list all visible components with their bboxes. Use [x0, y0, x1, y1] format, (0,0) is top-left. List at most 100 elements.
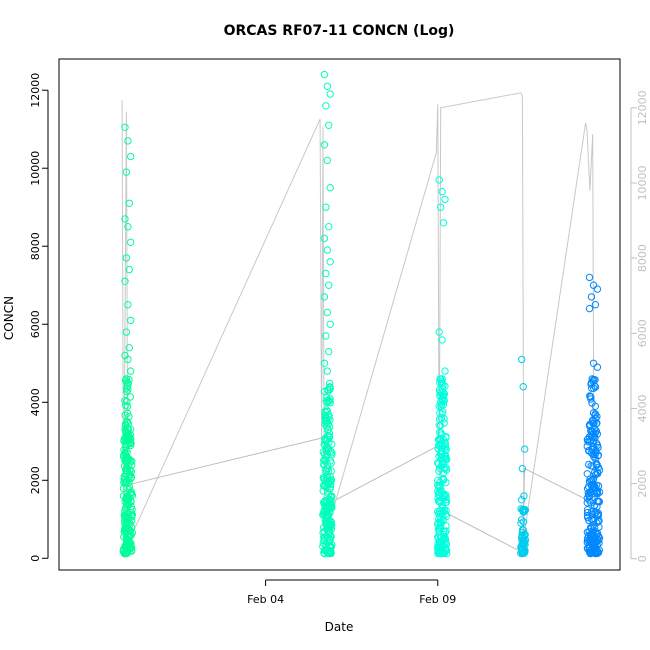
- data-point: [127, 523, 136, 531]
- chart-title: ORCAS RF07-11 CONCN (Log): [224, 23, 455, 39]
- data-point: [322, 102, 330, 110]
- data-point: [591, 549, 599, 557]
- data-point: [439, 219, 448, 227]
- flight-rf11-points: [583, 273, 604, 558]
- y2-tick-label: 4000: [636, 394, 649, 422]
- data-point: [322, 520, 330, 528]
- data-point: [127, 531, 136, 539]
- data-point: [595, 466, 604, 474]
- data-point: [441, 195, 449, 204]
- data-point: [591, 402, 599, 410]
- data-point: [126, 471, 134, 479]
- data-point: [322, 499, 330, 507]
- data-point: [520, 549, 528, 557]
- data-point: [322, 397, 330, 405]
- data-point: [122, 375, 131, 383]
- data-point: [585, 273, 594, 282]
- data-point: [122, 254, 131, 262]
- data-point: [436, 545, 444, 554]
- data-point: [321, 481, 330, 489]
- data-point: [322, 479, 331, 487]
- data-point: [124, 547, 132, 555]
- data-point: [589, 281, 598, 289]
- y-tick-label: 2000: [29, 466, 42, 494]
- data-point: [124, 355, 132, 364]
- data-point: [323, 246, 331, 254]
- data-point: [517, 516, 526, 524]
- data-point: [592, 460, 601, 468]
- data-point: [589, 377, 597, 385]
- x-axis-label: Date: [325, 620, 354, 634]
- data-point: [586, 488, 594, 497]
- data-point: [324, 420, 333, 428]
- data-point: [121, 422, 130, 430]
- data-point: [594, 548, 603, 557]
- data-point: [324, 397, 332, 405]
- data-point: [123, 418, 132, 426]
- y-tick-label: 8000: [29, 232, 42, 260]
- data-point: [441, 541, 449, 549]
- data-point: [438, 501, 447, 509]
- data-point: [320, 141, 329, 149]
- data-point: [440, 436, 448, 444]
- data-point: [326, 320, 334, 328]
- data-point: [440, 395, 448, 404]
- data-point: [323, 367, 331, 375]
- data-point: [322, 437, 330, 445]
- data-point: [593, 488, 601, 496]
- data-point: [319, 448, 327, 456]
- data-point: [125, 413, 133, 421]
- data-point: [319, 528, 327, 537]
- data-point: [326, 90, 334, 98]
- data-point: [591, 538, 599, 547]
- data-point: [125, 541, 133, 550]
- data-point: [326, 521, 334, 529]
- data-point: [326, 258, 334, 266]
- flight-rf10-points: [517, 355, 530, 558]
- data-point: [437, 486, 445, 494]
- scatter-series: [119, 70, 604, 558]
- data-point: [439, 390, 448, 399]
- data-point: [583, 508, 592, 517]
- data-point: [123, 382, 132, 390]
- data-point: [323, 450, 331, 459]
- data-point: [589, 437, 598, 445]
- data-point: [323, 549, 332, 557]
- data-point: [442, 512, 451, 520]
- data-point: [591, 410, 600, 418]
- data-point: [585, 477, 594, 486]
- data-point: [324, 467, 333, 475]
- data-point: [325, 429, 334, 438]
- data-point: [437, 203, 445, 211]
- flight-rf09-points: [433, 176, 451, 558]
- y-tick-label: 6000: [29, 310, 42, 338]
- data-point: [436, 518, 445, 527]
- y2-tick-label: 10000: [636, 165, 649, 200]
- data-point: [325, 511, 333, 519]
- data-point: [119, 484, 128, 493]
- data-point: [436, 386, 444, 394]
- data-point: [327, 532, 335, 541]
- data-point: [128, 505, 136, 514]
- data-point: [122, 446, 130, 455]
- data-point: [520, 492, 528, 500]
- data-point: [592, 419, 600, 428]
- data-point: [320, 293, 329, 301]
- flight-rf07-points: [119, 123, 137, 558]
- data-point: [592, 427, 600, 435]
- data-point: [326, 184, 334, 192]
- data-point: [122, 387, 131, 396]
- data-point: [122, 493, 131, 501]
- data-point: [435, 328, 443, 336]
- data-point: [587, 508, 596, 516]
- data-point: [121, 411, 129, 419]
- data-point: [126, 435, 135, 443]
- y-axis-label: CONCN: [2, 296, 16, 340]
- y2-tick-label: 2000: [636, 470, 649, 498]
- data-point: [583, 512, 592, 520]
- data-point: [321, 407, 329, 416]
- data-point: [123, 409, 132, 417]
- data-point: [435, 467, 443, 475]
- data-point: [437, 447, 446, 455]
- data-point: [585, 496, 593, 504]
